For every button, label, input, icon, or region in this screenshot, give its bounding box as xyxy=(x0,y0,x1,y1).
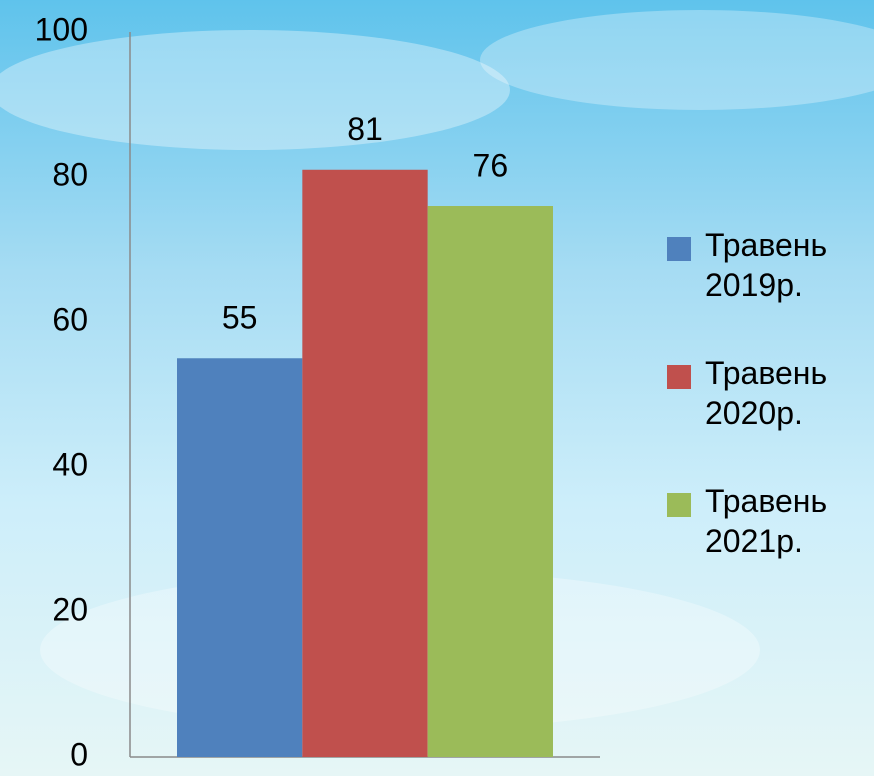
legend-item: Травень 2021р. xyxy=(667,481,867,561)
y-tick-label: 60 xyxy=(52,301,88,337)
y-tick-label: 80 xyxy=(52,156,88,192)
y-tick-label: 40 xyxy=(52,446,88,482)
legend-swatch xyxy=(667,237,691,261)
legend-label: Травень 2019р. xyxy=(705,225,855,305)
cloud xyxy=(0,30,510,150)
legend-swatch xyxy=(667,365,691,389)
cloud xyxy=(480,10,874,110)
y-tick-label: 100 xyxy=(35,11,88,47)
legend-item: Травень 2020р. xyxy=(667,353,867,433)
page: 0 20 40 60 80 100 55 81 76 Травень 2019р. Травень… xyxy=(0,0,874,776)
y-tick-label: 20 xyxy=(52,591,88,627)
data-label: 81 xyxy=(347,111,383,147)
data-label: 76 xyxy=(473,147,509,183)
legend-label: Травень 2021р. xyxy=(705,481,855,561)
bar xyxy=(302,170,427,757)
legend-swatch xyxy=(667,493,691,517)
bar xyxy=(428,206,553,757)
legend-item: Травень 2019р. xyxy=(667,225,867,305)
legend-label: Травень 2020р. xyxy=(705,353,855,433)
data-label: 55 xyxy=(222,300,258,336)
y-tick-label: 0 xyxy=(70,736,88,772)
bar xyxy=(177,358,302,757)
